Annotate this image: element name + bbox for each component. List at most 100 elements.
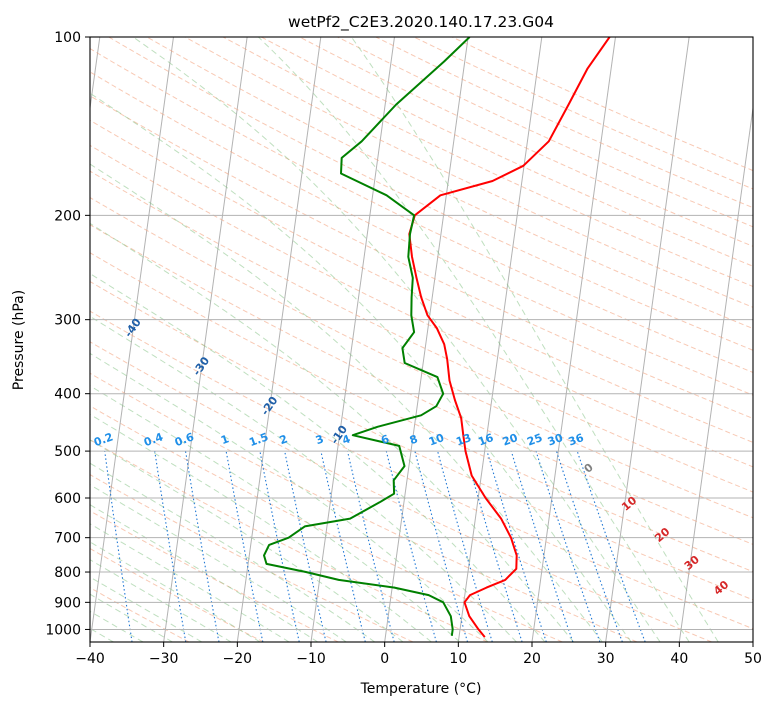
- y-tick-label: 100: [54, 30, 81, 46]
- background-lines: [90, 37, 753, 642]
- isotherm-line: [384, 37, 469, 642]
- dry-adiabat-line: [90, 439, 488, 642]
- moist-adiabat-line: [350, 37, 719, 642]
- dry-adiabat-line: [90, 474, 414, 642]
- mixing-ratio-label: 8: [408, 432, 420, 447]
- chart-title: wetPf2_C2E3.2020.140.17.23.G04: [288, 13, 554, 32]
- moist-adiabat-line: [90, 576, 203, 642]
- isotherm-line: [457, 37, 543, 642]
- dry-adiabat-line: [90, 280, 753, 601]
- mixing-ratio-label: 0.6: [173, 430, 196, 449]
- mixing-ratio-label: 25: [525, 431, 544, 448]
- mixing-ratio-label: 4: [340, 432, 352, 447]
- mixing-ratio-label: 0.2: [92, 430, 115, 449]
- moist-adiabat-line: [90, 385, 461, 642]
- moist-adiabat-line: [90, 439, 404, 642]
- profile-line: [263, 37, 471, 636]
- x-tick-label: −40: [75, 651, 105, 667]
- mixing-ratio-label: 30: [546, 431, 565, 449]
- profiles: [263, 37, 611, 638]
- mixing-ratio-label: 16: [476, 431, 495, 449]
- dry-adiabat-line: [90, 310, 753, 630]
- y-tick-label: 900: [54, 595, 81, 611]
- x-tick-label: −20: [223, 651, 253, 667]
- mixing-ratio-label: 0.4: [142, 430, 165, 449]
- isotherm-line: [678, 104, 753, 642]
- y-tick-label: 200: [54, 208, 81, 224]
- dry-adiabat-line: [90, 71, 753, 396]
- mixing-ratio-label: 36: [567, 431, 586, 449]
- mixing-ratio-line: [346, 450, 395, 642]
- x-tick-label: −30: [149, 651, 179, 667]
- mixing-ratio-line: [486, 450, 547, 642]
- dry-adiabat-line: [90, 196, 753, 519]
- isotherm-line: [163, 37, 248, 642]
- x-tick-label: 30: [597, 651, 615, 667]
- y-axis: 100 200 300 400 500 600 700 800 900 1000: [45, 30, 90, 638]
- isotherm-line: [90, 37, 174, 642]
- moist-adiabat-line: [90, 222, 574, 642]
- moist-adiabat-line: [90, 593, 173, 642]
- x-tick-label: −10: [296, 651, 326, 667]
- x-tick-label: 0: [380, 651, 389, 667]
- moist-adiabat-line: [90, 92, 632, 642]
- y-tick-label: 400: [54, 387, 81, 403]
- mixing-ratio-label: 6: [379, 432, 391, 447]
- dry-adiabat-line: [90, 48, 753, 373]
- mixing-ratio-line: [104, 451, 133, 642]
- moist-adiabat-line: [90, 163, 603, 642]
- y-tick-label: 1000: [45, 622, 81, 638]
- mixing-ratio-line: [284, 450, 327, 642]
- pressure-grid: [90, 37, 753, 630]
- mixing-ratio-label: 1: [219, 432, 231, 447]
- mixing-ratio-label: 3: [314, 432, 326, 447]
- profile-line: [408, 37, 611, 638]
- mixing-ratio-label: 13: [454, 431, 473, 448]
- dry-adiabat-line: [146, 37, 753, 330]
- x-tick-label: 40: [670, 651, 688, 667]
- mixing-ratio-label: 20: [501, 431, 520, 449]
- mixing-ratio-label: 1.5: [247, 430, 270, 449]
- mixing-ratio-line: [555, 450, 623, 642]
- moist-adiabat-line: [132, 37, 661, 642]
- plot-frame: [89, 36, 754, 643]
- moist-adiabat-line: [90, 541, 261, 642]
- dry-adiabat-line: [90, 547, 264, 642]
- mixing-ratio-line: [437, 450, 493, 642]
- y-tick-label: 600: [54, 491, 81, 507]
- moist-adiabat-line: [90, 413, 432, 642]
- mixing-ratio-line: [464, 450, 523, 642]
- moist-adiabat-line: [90, 559, 232, 642]
- mixing-ratio-line: [510, 450, 574, 642]
- y-axis-label: Pressure (hPa): [11, 290, 27, 390]
- mixing-ratio-line: [385, 450, 437, 642]
- mixing-ratio-line: [259, 450, 300, 642]
- mixing-ratio-line: [320, 450, 366, 642]
- x-axis: −40 −30 −20 −10 0 10 20 30 40 50: [75, 642, 762, 667]
- dry-adiabat-line: [108, 37, 753, 351]
- x-axis-label: Temperature (°C): [360, 681, 482, 697]
- moist-adiabat-line: [90, 523, 290, 642]
- mixing-ratio-label: 10: [427, 431, 446, 449]
- isotherm-line: [236, 37, 322, 642]
- y-tick-label: 700: [54, 531, 81, 547]
- dry-adiabat-line: [90, 252, 753, 573]
- y-tick-label: 500: [54, 444, 81, 460]
- mixing-ratio-label: 2: [278, 432, 290, 447]
- dry-adiabat-line: [90, 224, 753, 545]
- x-tick-label: 20: [523, 651, 541, 667]
- x-tick-label: 50: [744, 651, 762, 667]
- dry-adiabat-line: [90, 95, 753, 420]
- y-tick-label: 800: [54, 565, 81, 581]
- moist-adiabat-line: [90, 352, 489, 642]
- moist-adiabat-line: [90, 315, 517, 642]
- y-tick-label: 300: [54, 313, 81, 329]
- moist-adiabat-line: [258, 37, 690, 642]
- mixing-ratio-line: [414, 450, 469, 642]
- mixing-ratio-line: [576, 450, 646, 642]
- mixing-ratio-line: [225, 450, 264, 642]
- mixing-ratio-line: [535, 450, 601, 642]
- x-tick-label: 10: [449, 651, 467, 667]
